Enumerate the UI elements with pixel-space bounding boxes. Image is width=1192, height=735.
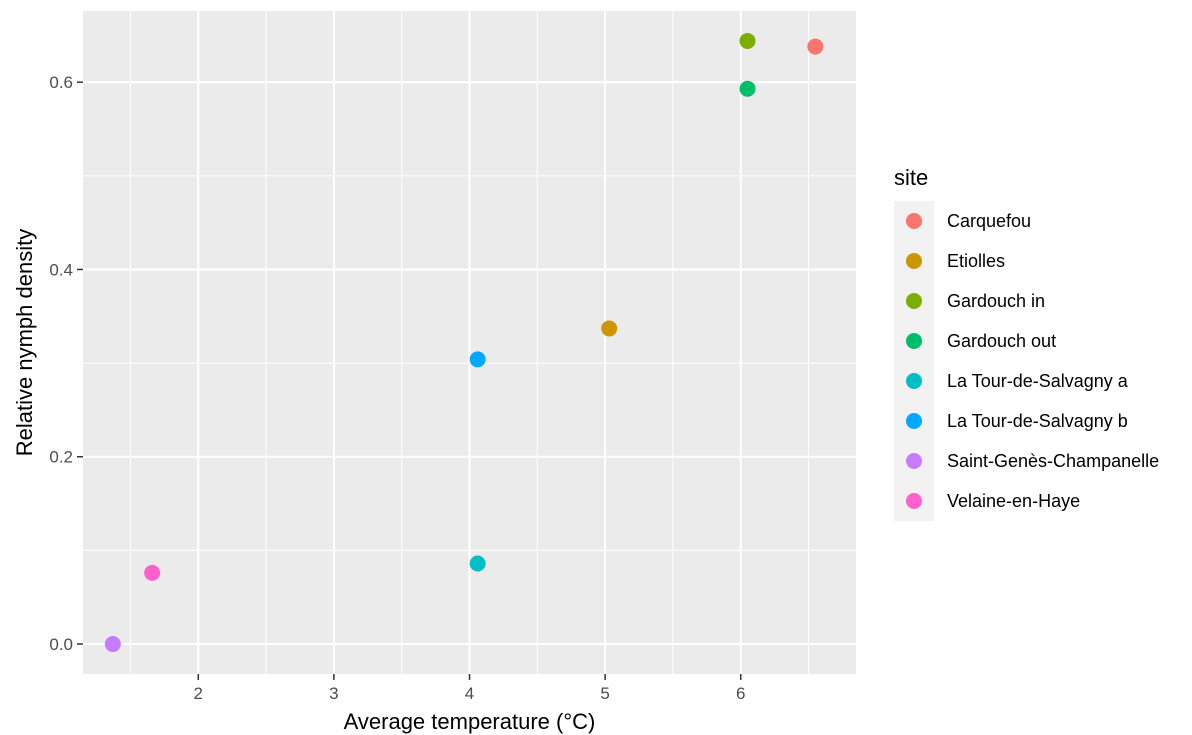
x-tick-label: 5 bbox=[600, 684, 609, 703]
legend-key bbox=[906, 333, 922, 349]
data-point bbox=[469, 555, 486, 572]
legend-key bbox=[906, 453, 922, 469]
legend-key bbox=[906, 373, 922, 389]
legend: site Carquefou Etiolles Gardouch in Gardouc… bbox=[894, 165, 1159, 521]
legend-label: Carquefou bbox=[947, 211, 1031, 231]
legend-key bbox=[906, 493, 922, 509]
data-point bbox=[144, 564, 161, 581]
legend-title: site bbox=[894, 165, 928, 190]
legend-key bbox=[906, 253, 922, 269]
legend-label: La Tour-de-Salvagny b bbox=[947, 411, 1128, 431]
legend-label: Etiolles bbox=[947, 251, 1005, 271]
x-tick-label: 3 bbox=[329, 684, 338, 703]
x-tick-label: 6 bbox=[736, 684, 745, 703]
data-point bbox=[739, 32, 756, 49]
legend-label: Gardouch out bbox=[947, 331, 1056, 351]
data-point bbox=[601, 320, 618, 337]
x-tick-label: 2 bbox=[194, 684, 203, 703]
minor-gridlines bbox=[83, 11, 856, 674]
legend-key-background bbox=[894, 201, 934, 521]
y-axis-tick-labels: 0.0 0.2 0.4 0.6 bbox=[49, 73, 73, 654]
y-tick-label: 0.2 bbox=[49, 448, 73, 467]
legend-label: La Tour-de-Salvagny a bbox=[947, 371, 1129, 391]
data-points bbox=[104, 32, 824, 653]
legend-label: Saint-Genès-Champanelle bbox=[947, 451, 1159, 471]
legend-key bbox=[906, 413, 922, 429]
x-axis-tick-labels: 2 3 4 5 6 bbox=[194, 684, 746, 703]
legend-items: Carquefou Etiolles Gardouch in Gardouch out… bbox=[906, 211, 1159, 511]
legend-key bbox=[906, 213, 922, 229]
axis-ticks bbox=[77, 81, 742, 680]
data-point bbox=[104, 636, 121, 653]
legend-label: Velaine-en-Haye bbox=[947, 491, 1080, 511]
data-point bbox=[807, 38, 824, 55]
legend-key bbox=[906, 293, 922, 309]
legend-label: Gardouch in bbox=[947, 291, 1045, 311]
major-gridlines bbox=[83, 11, 856, 674]
y-axis-title: Relative nymph density bbox=[12, 229, 37, 456]
y-tick-label: 0.0 bbox=[49, 635, 73, 654]
y-tick-label: 0.6 bbox=[49, 73, 73, 92]
x-axis-title: Average temperature (°C) bbox=[344, 709, 596, 734]
x-tick-label: 4 bbox=[465, 684, 474, 703]
data-point bbox=[469, 351, 486, 368]
y-tick-label: 0.4 bbox=[49, 260, 73, 279]
data-point bbox=[739, 80, 756, 97]
